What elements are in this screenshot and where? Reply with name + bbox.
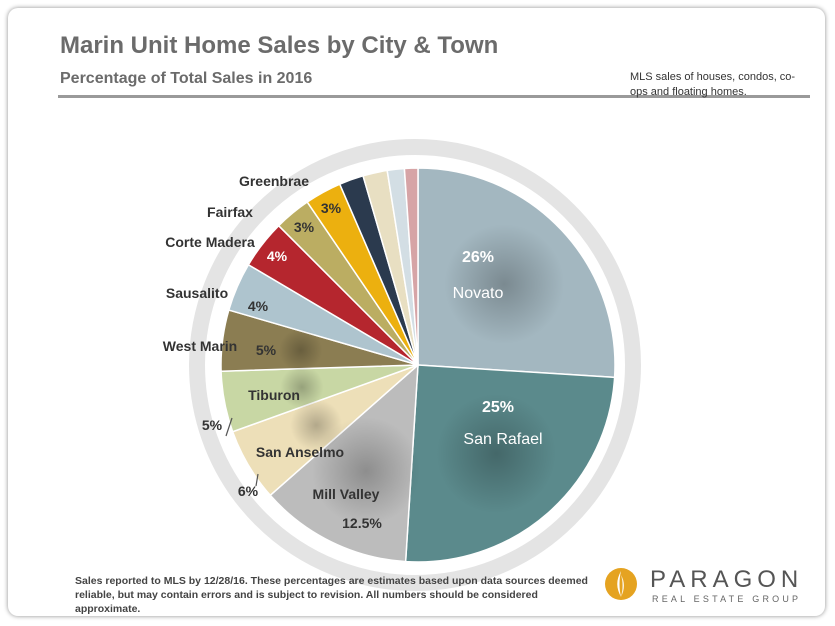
- leader-line: [255, 473, 259, 487]
- slice-percent-label: 3%: [321, 200, 342, 216]
- slice-shade: [311, 416, 421, 526]
- slice-name-label: Tiburon: [248, 387, 300, 403]
- slice-percent-label: 3%: [294, 219, 315, 235]
- slice-percent-label: 5%: [202, 417, 223, 433]
- pie-slice-other-13: [403, 167, 419, 366]
- slice-name-label: Mill Valley: [313, 486, 380, 502]
- slice-name-label: San Anselmo: [256, 444, 344, 460]
- header-divider: [58, 95, 810, 98]
- slice-percent-label: 4%: [248, 298, 269, 314]
- slice-percent-label: 26%: [462, 249, 494, 266]
- brand-tagline: REAL ESTATE GROUP: [652, 594, 802, 604]
- slice-name-label: Novato: [453, 285, 504, 302]
- slice-shade: [279, 328, 323, 372]
- slice-name-label: Greenbrae: [239, 173, 309, 189]
- slice-name-label: San Rafael: [463, 431, 542, 448]
- slice-name-label: Fairfax: [207, 204, 253, 220]
- chart-subtitle: Percentage of Total Sales in 2016: [60, 70, 313, 87]
- slice-name-label: West Marin: [163, 338, 237, 354]
- disclaimer-text: Sales reported to MLS by 12/28/16. These…: [75, 575, 588, 615]
- chart-title: Marin Unit Home Sales by City & Town: [60, 32, 499, 59]
- slice-percent-label: 12.5%: [342, 515, 382, 531]
- slice-name-label: Sausalito: [166, 285, 228, 301]
- leader-line: [225, 417, 233, 437]
- slice-percent-label: 5%: [256, 342, 277, 358]
- background-ring: [189, 139, 641, 591]
- brand-name: PARAGON: [650, 566, 804, 593]
- slice-percent-label: 25%: [482, 399, 514, 416]
- slice-percent-label: 6%: [238, 483, 259, 499]
- slice-percent-label: 4%: [267, 248, 288, 264]
- source-note: MLS sales of houses, condos, co-ops and …: [630, 71, 796, 98]
- slice-shade: [444, 224, 565, 345]
- slice-shade: [436, 393, 557, 514]
- slice-shade: [290, 399, 343, 452]
- paragon-logo-icon: [605, 568, 637, 600]
- slice-name-label: Corte Madera: [165, 234, 255, 250]
- slice-shade: [280, 365, 324, 409]
